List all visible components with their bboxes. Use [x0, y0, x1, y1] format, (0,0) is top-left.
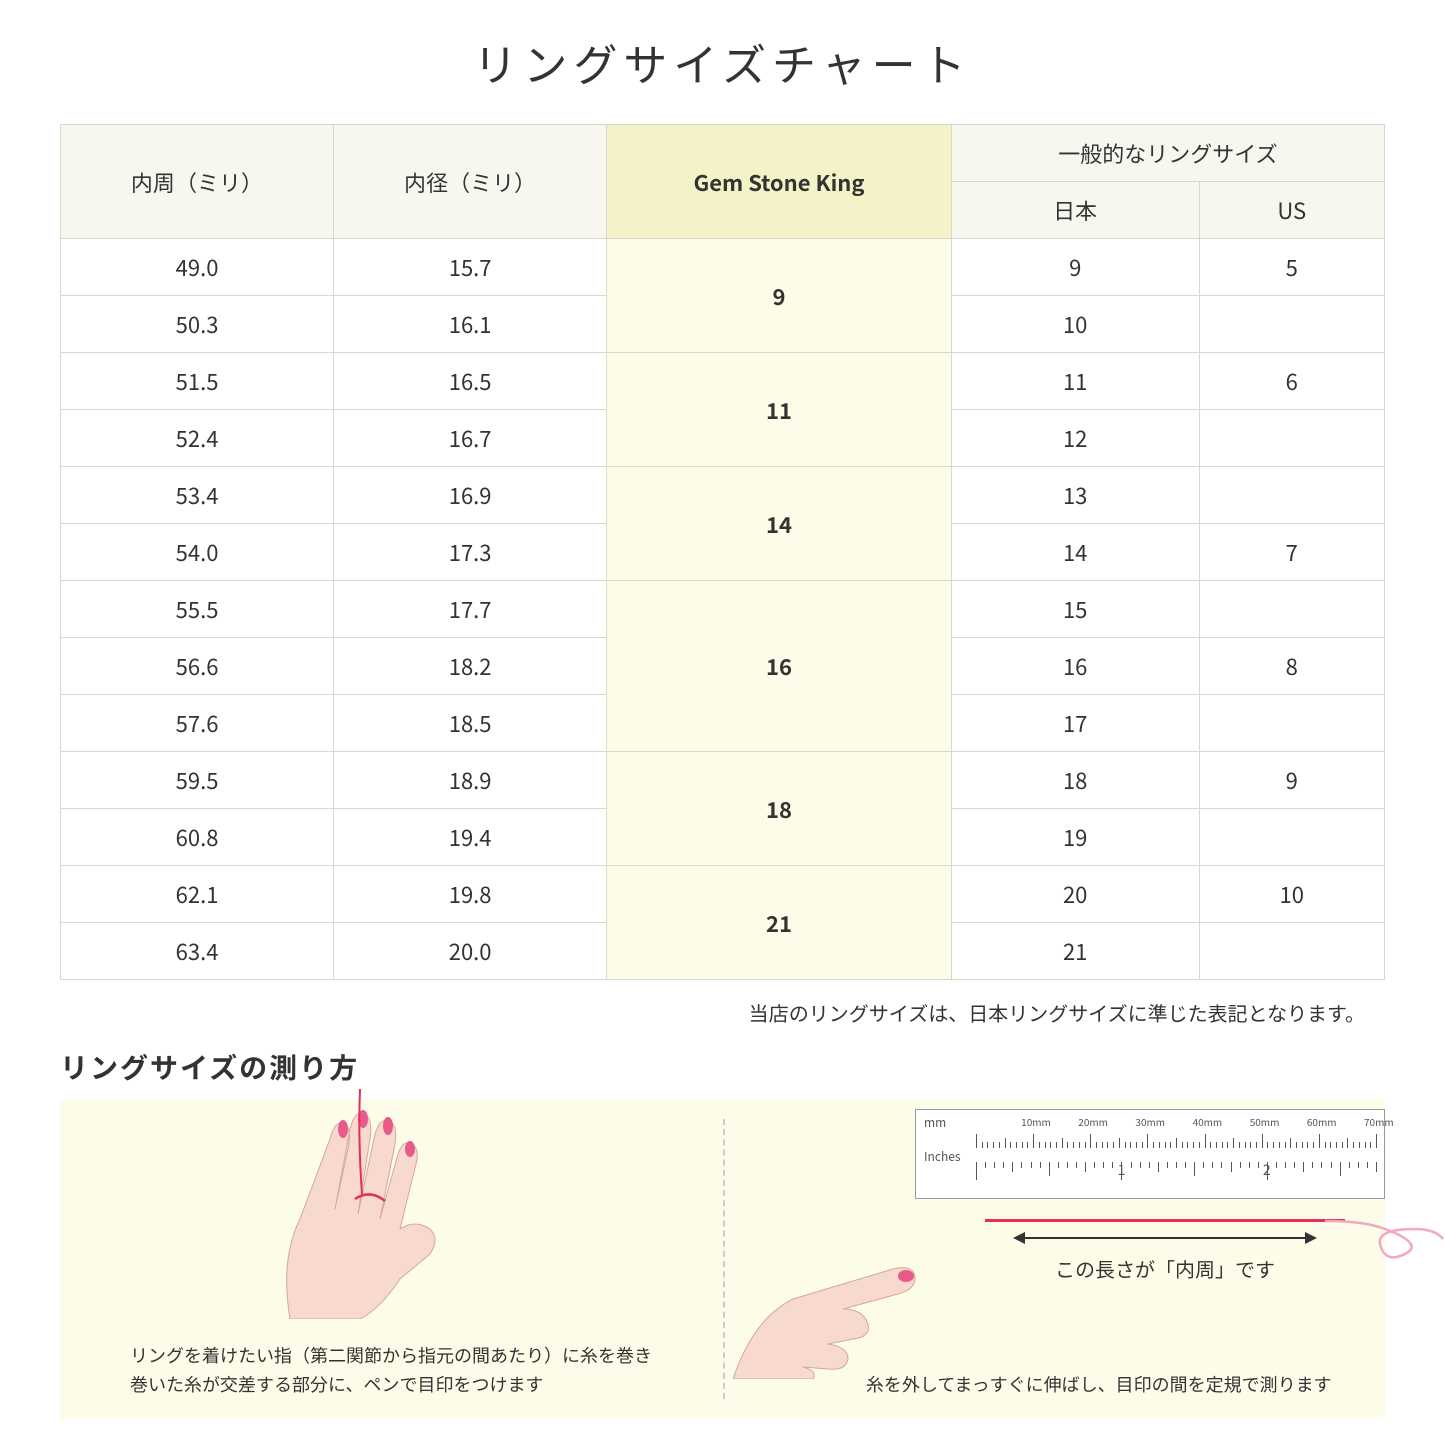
cell-diameter: 16.5 [334, 353, 607, 410]
cell-circumference: 55.5 [61, 581, 334, 638]
cell-diameter: 18.2 [334, 638, 607, 695]
mm-mark: 20mm [1078, 1114, 1108, 1129]
cell-circumference: 56.6 [61, 638, 334, 695]
cell-gsk: 14 [607, 467, 952, 581]
cell-circumference: 59.5 [61, 752, 334, 809]
col-general: 一般的なリングサイズ [951, 125, 1384, 182]
cell-japan: 11 [951, 353, 1199, 410]
table-row: 53.416.91413 [61, 467, 1385, 524]
cell-diameter: 16.1 [334, 296, 607, 353]
cell-japan: 21 [951, 923, 1199, 980]
cell-gsk: 16 [607, 581, 952, 752]
mm-mark: 10mm [1021, 1114, 1051, 1129]
cell-diameter: 17.7 [334, 581, 607, 638]
ruler-icon: mm Inches 10mm20mm30mm40mm50mm60mm70mm 1… [915, 1109, 1385, 1199]
cell-japan: 13 [951, 467, 1199, 524]
cell-circumference: 63.4 [61, 923, 334, 980]
cell-circumference: 49.0 [61, 239, 334, 296]
cell-circumference: 53.4 [61, 467, 334, 524]
cell-circumference: 57.6 [61, 695, 334, 752]
table-row: 49.015.7995 [61, 239, 1385, 296]
size-note: 当店のリングサイズは、日本リングサイズに準じた表記となります。 [60, 998, 1385, 1027]
cell-us: 10 [1199, 866, 1384, 923]
hand-wrap-icon [240, 1059, 500, 1319]
mm-mark: 70mm [1364, 1114, 1394, 1129]
cell-gsk: 21 [607, 866, 952, 980]
mm-mark: 40mm [1193, 1114, 1223, 1129]
cell-us: 6 [1199, 353, 1384, 410]
cell-japan: 10 [951, 296, 1199, 353]
cell-gsk: 18 [607, 752, 952, 866]
cell-us [1199, 923, 1384, 980]
mm-mark: 30mm [1135, 1114, 1165, 1129]
cell-diameter: 20.0 [334, 923, 607, 980]
in-mark: 1 [1117, 1160, 1125, 1180]
cell-japan: 14 [951, 524, 1199, 581]
page-title: リングサイズチャート [60, 30, 1385, 94]
ruler-container: mm Inches 10mm20mm30mm40mm50mm60mm70mm 1… [915, 1109, 1385, 1199]
cell-us [1199, 695, 1384, 752]
table-row: 59.518.918189 [61, 752, 1385, 809]
cell-circumference: 60.8 [61, 809, 334, 866]
measure-arrow [1015, 1237, 1315, 1239]
cell-circumference: 50.3 [61, 296, 334, 353]
thread-curl-icon [1325, 1199, 1445, 1269]
cell-us [1199, 581, 1384, 638]
cell-diameter: 18.9 [334, 752, 607, 809]
cell-diameter: 16.9 [334, 467, 607, 524]
cell-circumference: 62.1 [61, 866, 334, 923]
cell-us: 8 [1199, 638, 1384, 695]
ruler-in-label: Inches [924, 1148, 961, 1165]
caption-right: 糸を外してまっすぐに伸ばし、目印の間を定規で測ります [843, 1370, 1356, 1399]
cell-gsk: 9 [607, 239, 952, 353]
cell-japan: 12 [951, 410, 1199, 467]
cell-gsk: 11 [607, 353, 952, 467]
cell-japan: 19 [951, 809, 1199, 866]
cell-japan: 17 [951, 695, 1199, 752]
col-gsk: Gem Stone King [607, 125, 952, 239]
instructions-panel: リングを着けたい指（第二関節から指元の間あたり）に糸を巻き 巻いた糸が交差する部… [60, 1099, 1385, 1419]
instruction-right: mm Inches 10mm20mm30mm40mm50mm60mm70mm 1… [723, 1099, 1386, 1419]
cell-diameter: 19.8 [334, 866, 607, 923]
cell-us [1199, 467, 1384, 524]
col-circumference: 内周（ミリ） [61, 125, 334, 239]
caption-left: リングを着けたい指（第二関節から指元の間あたり）に糸を巻き 巻いた糸が交差する部… [130, 1341, 693, 1399]
col-japan: 日本 [951, 182, 1199, 239]
ring-size-table: 内周（ミリ） 内径（ミリ） Gem Stone King 一般的なリングサイズ … [60, 124, 1385, 980]
table-row: 55.517.71615 [61, 581, 1385, 638]
mm-mark: 50mm [1250, 1114, 1280, 1129]
cell-japan: 20 [951, 866, 1199, 923]
instruction-left: リングを着けたい指（第二関節から指元の間あたり）に糸を巻き 巻いた糸が交差する部… [60, 1099, 723, 1419]
table-row: 62.119.8212010 [61, 866, 1385, 923]
cell-us: 7 [1199, 524, 1384, 581]
cell-japan: 16 [951, 638, 1199, 695]
cell-japan: 15 [951, 581, 1199, 638]
cell-japan: 9 [951, 239, 1199, 296]
cell-us [1199, 296, 1384, 353]
cell-circumference: 52.4 [61, 410, 334, 467]
table-row: 51.516.511116 [61, 353, 1385, 410]
arrow-label: この長さが「内周」です [1015, 1254, 1315, 1283]
cell-us: 5 [1199, 239, 1384, 296]
cell-circumference: 54.0 [61, 524, 334, 581]
cell-diameter: 17.3 [334, 524, 607, 581]
in-mark: 2 [1263, 1160, 1271, 1180]
cell-diameter: 18.5 [334, 695, 607, 752]
col-us: US [1199, 182, 1384, 239]
cell-diameter: 16.7 [334, 410, 607, 467]
cell-circumference: 51.5 [61, 353, 334, 410]
col-diameter: 内径（ミリ） [334, 125, 607, 239]
cell-us: 9 [1199, 752, 1384, 809]
cell-japan: 18 [951, 752, 1199, 809]
mm-mark: 60mm [1307, 1114, 1337, 1129]
cell-us [1199, 809, 1384, 866]
cell-diameter: 19.4 [334, 809, 607, 866]
cell-diameter: 15.7 [334, 239, 607, 296]
thread-line [985, 1219, 1345, 1222]
hand-point-icon [733, 1199, 953, 1379]
cell-us [1199, 410, 1384, 467]
ruler-mm-label: mm [924, 1114, 946, 1131]
